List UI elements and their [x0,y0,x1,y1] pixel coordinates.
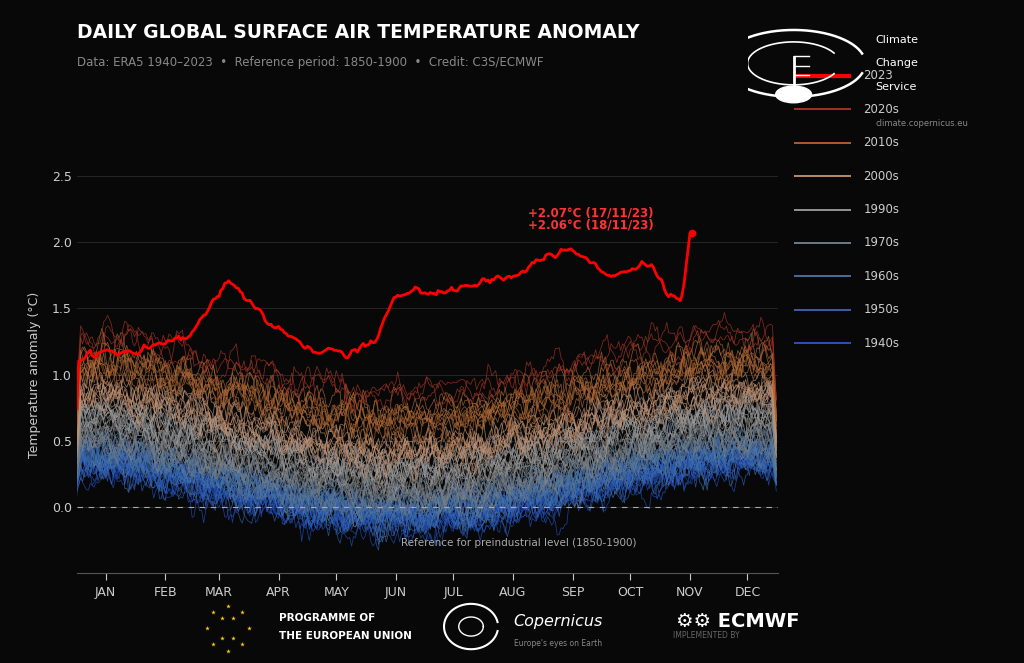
Text: +2.06°C (18/11/23): +2.06°C (18/11/23) [528,219,654,232]
Text: 2020s: 2020s [863,103,899,116]
Text: Data: ERA5 1940–2023  •  Reference period: 1850-1900  •  Credit: C3S/ECMWF: Data: ERA5 1940–2023 • Reference period:… [77,56,544,70]
Text: Service: Service [876,82,916,92]
Text: IMPLEMENTED BY: IMPLEMENTED BY [673,631,740,640]
Text: ⚙⚙ ECMWF: ⚙⚙ ECMWF [676,613,799,631]
Text: Copernicus: Copernicus [513,614,603,629]
Text: Europe's eyes on Earth: Europe's eyes on Earth [514,638,602,648]
Text: Reference for preindustrial level (1850-1900): Reference for preindustrial level (1850-… [401,538,637,548]
Text: 1940s: 1940s [863,337,899,349]
Y-axis label: Temperature anomaly (°C): Temperature anomaly (°C) [28,292,41,457]
Text: 2000s: 2000s [863,170,899,182]
Text: THE EUROPEAN UNION: THE EUROPEAN UNION [279,631,412,642]
Text: DAILY GLOBAL SURFACE AIR TEMPERATURE ANOMALY: DAILY GLOBAL SURFACE AIR TEMPERATURE ANO… [77,23,639,42]
Text: 1960s: 1960s [863,270,899,283]
Text: 1950s: 1950s [863,303,899,316]
Circle shape [776,86,811,103]
Text: PROGRAMME OF: PROGRAMME OF [279,613,375,623]
Text: 2010s: 2010s [863,136,899,149]
Text: +2.07°C (17/11/23): +2.07°C (17/11/23) [528,207,654,220]
Text: climate.copernicus.eu: climate.copernicus.eu [876,119,969,127]
Text: 2023: 2023 [863,70,893,82]
Text: Change: Change [876,58,919,68]
Text: 1970s: 1970s [863,237,899,249]
Text: 1990s: 1990s [863,203,899,216]
Text: Climate: Climate [876,34,919,44]
